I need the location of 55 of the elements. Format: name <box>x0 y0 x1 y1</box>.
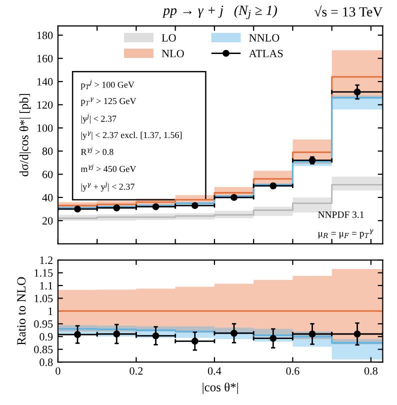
x-tick-label: 0.4 <box>208 367 222 375</box>
y-tick-label: 40 <box>42 194 53 202</box>
y-tick-label: 80 <box>42 148 53 156</box>
x-tick-label: 0.6 <box>286 367 300 375</box>
point <box>230 194 238 201</box>
y-tick-label: 20 <box>42 217 53 225</box>
annotation: m$^{γj}$ > 450 GeV <box>80 164 136 172</box>
y-tick-label: 0.85 <box>34 346 53 354</box>
legend-label: ATLAS <box>248 50 283 58</box>
annotation: p$_{T}$$^{j}$ > 100 GeV <box>80 80 134 90</box>
y-tick-label: 0.95 <box>34 320 53 328</box>
y-tick-label: 1 <box>48 308 52 315</box>
y-tick-label: 1.1 <box>40 282 52 290</box>
annotation: R$^{γj}$ > 0.8 <box>80 146 114 156</box>
y-axis-title: dσ/d|cos θ*| [pb] <box>19 94 31 176</box>
annotation: μ$_{R}$ = μ$_{F}$ = p$_{T}$$^{γ}$ <box>318 229 374 239</box>
chart-subtitle: √s = 13 TeV <box>314 5 383 17</box>
point <box>354 330 361 338</box>
y-tick-label: 1.05 <box>34 294 53 302</box>
x-axis-title: |cos θ*| <box>202 382 238 394</box>
annotation: |y$^{j}$| < 2.37 <box>81 114 116 124</box>
y-tick-label: 160 <box>37 54 53 62</box>
point <box>152 203 160 210</box>
annotation: p$_{T}$$^{γ}$ > 125 GeV <box>80 97 136 106</box>
point <box>74 206 81 213</box>
x-tick-label: 0.8 <box>364 367 378 375</box>
point <box>270 334 277 342</box>
point <box>191 202 198 210</box>
y-tick-label: 180 <box>37 32 53 40</box>
chart-title: pp → γ + j (N$_{j}$ ≥ 1) <box>162 5 277 20</box>
y-tick-label: 60 <box>42 170 53 178</box>
annotation: |y$^{γ}$| < 2.37 excl. [1.37, 1.56] <box>81 131 182 140</box>
point <box>354 88 361 96</box>
x-tick-label: 0.2 <box>130 367 143 375</box>
y-tick-label: 100 <box>37 124 53 132</box>
annotation: |y$^{γ}$ + y$^{j}$| < 2.37 <box>81 182 134 192</box>
y-tick-label: 0.8 <box>40 358 53 366</box>
point <box>113 204 120 212</box>
point <box>308 330 316 338</box>
legend-label: NLO <box>162 50 184 58</box>
point <box>230 330 238 337</box>
annotation: NNPDF 3.1 <box>318 211 364 218</box>
y-tick-label: 1.2 <box>40 256 52 264</box>
legend-label: NNLO <box>249 34 280 42</box>
point <box>74 331 81 338</box>
y-tick-label: 120 <box>37 101 53 109</box>
y-tick-label: 0.9 <box>40 333 53 341</box>
point <box>152 332 160 340</box>
x-tick-label: 0 <box>56 367 60 375</box>
y-tick-label: 1.15 <box>34 269 53 277</box>
point <box>191 338 198 345</box>
y-axis-title: Ratio to NLO <box>17 277 26 346</box>
legend-label: LO <box>162 34 176 42</box>
y-tick-label: 140 <box>37 78 53 86</box>
point <box>113 330 120 338</box>
